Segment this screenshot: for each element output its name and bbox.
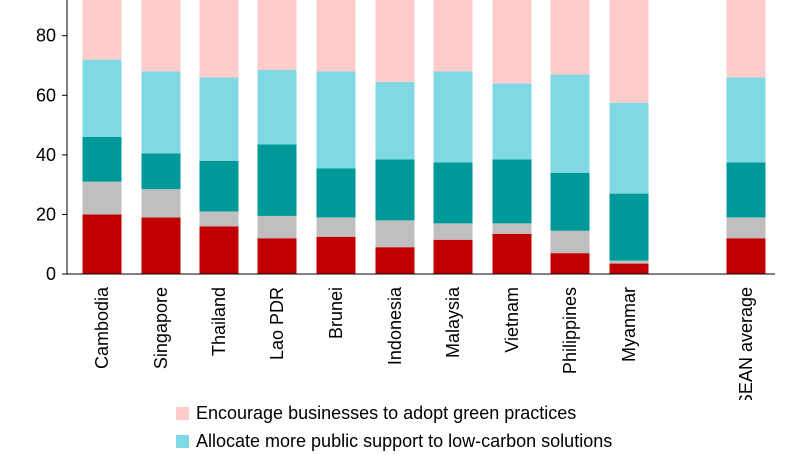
- legend-label-green-practices: Encourage businesses to adopt green prac…: [196, 402, 577, 423]
- y-tick-label-80: 80: [36, 26, 56, 46]
- bar-segment-gray-singapore: [141, 189, 181, 218]
- bar-segment-teal-philippines: [550, 172, 590, 231]
- bar-segment-pink-vietnam: [492, 0, 532, 84]
- bar-segment-pink-brunei: [316, 0, 356, 72]
- bar-segment-light_blue-vietnam: [492, 83, 532, 160]
- bar-segment-light_blue-brunei: [316, 71, 356, 169]
- legend-swatch-pink: [176, 406, 189, 420]
- category-label-vietnam: Vietnam: [502, 287, 522, 353]
- legend-swatch-light-blue: [176, 434, 189, 448]
- legend: Encourage businesses to adopt green prac…: [176, 399, 612, 455]
- legend-item-green-practices: Encourage businesses to adopt green prac…: [176, 399, 612, 427]
- category-label-thailand: Thailand: [209, 287, 229, 356]
- legend-label-low-carbon: Allocate more public support to low-carb…: [196, 430, 613, 451]
- y-tick-label-20: 20: [36, 204, 56, 224]
- bar-segment-gray-asean-average: [726, 217, 766, 239]
- bar-segment-dark_red-asean-average: [726, 238, 766, 274]
- category-label-cambodia: Cambodia: [92, 286, 112, 369]
- bar-segment-dark_red-brunei: [316, 236, 356, 274]
- bar-segment-light_blue-philippines: [550, 74, 590, 173]
- bar-segment-teal-singapore: [141, 153, 181, 190]
- bar-segment-light_blue-lao-pdr: [257, 69, 297, 145]
- y-tick-labels: 0 20 40 60 80: [36, 26, 67, 284]
- category-label-singapore: Singapore: [151, 287, 171, 369]
- bar-segment-pink-thailand: [199, 0, 239, 78]
- stacked-bar-chart: 0 20 40 60 80 Cambodia Singapore Thailand Lao P…: [36, 0, 775, 400]
- bar-segment-dark_red-indonesia: [375, 247, 415, 274]
- bar-segment-pink-singapore: [141, 0, 181, 72]
- bar-segment-gray-vietnam: [492, 223, 532, 234]
- bar-segment-pink-malaysia: [433, 0, 473, 72]
- bar-segment-gray-philippines: [550, 230, 590, 254]
- category-label-malaysia: Malaysia: [443, 286, 463, 358]
- bar-segment-light_blue-thailand: [199, 77, 239, 161]
- bar-segment-teal-indonesia: [375, 159, 415, 221]
- y-tick-label-40: 40: [36, 145, 56, 165]
- bar-segment-pink-indonesia: [375, 0, 415, 82]
- bar-segment-pink-lao-pdr: [257, 0, 297, 70]
- bar-segment-teal-cambodia: [82, 137, 122, 182]
- bar-segment-dark_red-singapore: [141, 217, 181, 274]
- category-label-myanmar: Myanmar: [619, 287, 639, 362]
- y-tick-label-0: 0: [46, 264, 56, 284]
- bar-segment-teal-brunei: [316, 168, 356, 218]
- y-tick-label-60: 60: [36, 85, 56, 105]
- category-labels: Cambodia Singapore Thailand Lao PDR Brunei In…: [92, 286, 756, 400]
- bar-segment-teal-asean-average: [726, 162, 766, 218]
- category-label-lao-pdr: Lao PDR: [267, 287, 287, 360]
- bar-segment-gray-brunei: [316, 217, 356, 237]
- bar-segment-light_blue-indonesia: [375, 81, 415, 160]
- bar-segment-pink-cambodia: [82, 0, 122, 60]
- bar-segment-teal-myanmar: [609, 193, 649, 261]
- legend-item-low-carbon: Allocate more public support to low-carb…: [176, 427, 612, 455]
- bar-segment-gray-malaysia: [433, 223, 473, 240]
- bar-segment-teal-thailand: [199, 160, 239, 212]
- bar-segment-teal-malaysia: [433, 162, 473, 224]
- category-label-brunei: Brunei: [326, 287, 346, 339]
- bar-segment-pink-myanmar: [609, 0, 649, 103]
- axes-layer: [66, 0, 775, 275]
- bar-segment-teal-vietnam: [492, 159, 532, 224]
- bar-segment-light_blue-myanmar: [609, 102, 649, 194]
- bar-segment-gray-thailand: [199, 211, 239, 227]
- bar-segment-gray-indonesia: [375, 220, 415, 248]
- bar-segment-dark_red-cambodia: [82, 214, 122, 274]
- bar-segment-gray-lao-pdr: [257, 215, 297, 239]
- bar-segment-dark_red-lao-pdr: [257, 238, 297, 274]
- bar-segment-pink-philippines: [550, 0, 590, 75]
- bar-segment-gray-cambodia: [82, 181, 122, 215]
- bar-segment-dark_red-thailand: [199, 226, 239, 274]
- bar-segment-light_blue-singapore: [141, 71, 181, 154]
- bar-segment-dark_red-malaysia: [433, 239, 473, 274]
- category-label-philippines: Philippines: [560, 287, 580, 374]
- bar-segment-gray-myanmar: [609, 260, 649, 264]
- bar-segment-pink-asean-average: [726, 0, 766, 78]
- bar-segment-light_blue-cambodia: [82, 59, 122, 137]
- bar-segment-teal-lao-pdr: [257, 144, 297, 216]
- bar-segment-light_blue-malaysia: [433, 71, 473, 163]
- category-label-indonesia: Indonesia: [385, 286, 405, 365]
- category-label-asean-average: ASEAN average: [736, 287, 756, 400]
- bar-segment-dark_red-myanmar: [609, 263, 649, 274]
- bar-segment-dark_red-vietnam: [492, 233, 532, 274]
- bar-segment-dark_red-philippines: [550, 253, 590, 274]
- bars-layer: [82, 0, 766, 274]
- bar-segment-light_blue-asean-average: [726, 77, 766, 163]
